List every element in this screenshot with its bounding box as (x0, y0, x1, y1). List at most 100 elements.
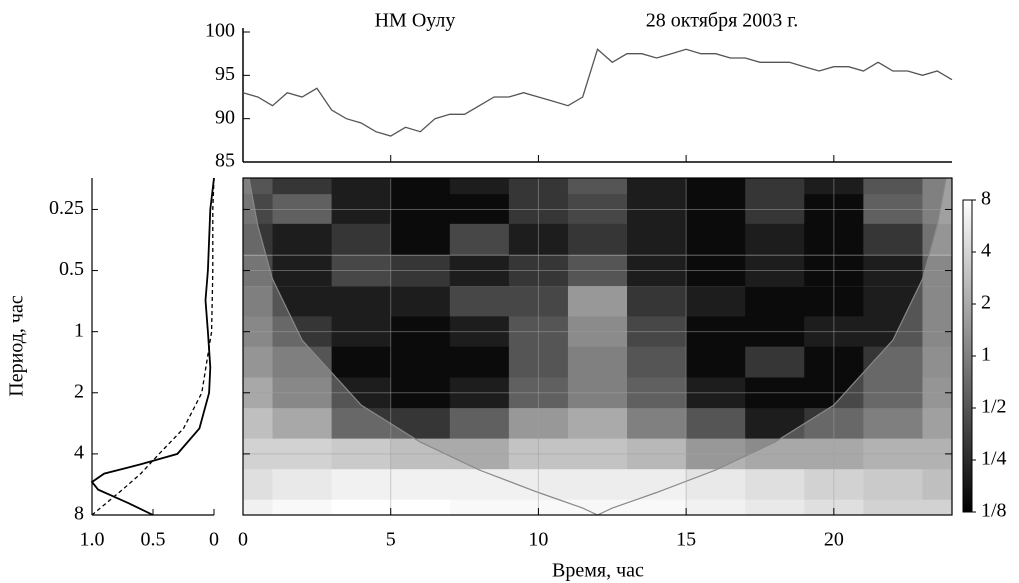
heat-cell (243, 286, 274, 318)
heat-cell (686, 469, 746, 501)
heat-cell (567, 408, 628, 440)
heat-cell (390, 469, 451, 501)
heat-cell (863, 408, 923, 440)
heat-cell (390, 408, 451, 440)
heat-cell (243, 178, 274, 197)
colorbar-tick-label: 2 (981, 292, 991, 314)
plot-frame (242, 177, 953, 516)
heat-cell (272, 408, 333, 440)
heat-cell (449, 469, 510, 501)
heat-cell (272, 499, 333, 515)
heat-cell (449, 408, 510, 440)
x-tick-label: 1.0 (80, 529, 105, 551)
heat-cell (627, 286, 687, 318)
heat-cell (331, 178, 392, 197)
heat-cell (686, 286, 746, 318)
colorbar-tick-label: 8 (981, 188, 991, 210)
heat-cell (863, 178, 923, 197)
heat-cell (745, 408, 805, 440)
y-tick-label: 85 (215, 150, 235, 172)
heat-cell (390, 178, 451, 197)
colorbar-tick-label: 1/2 (981, 396, 1007, 418)
heat-cell (272, 178, 333, 197)
x-tick-label: 20 (824, 529, 844, 551)
chart-title: НМ Оулу (375, 10, 456, 32)
heat-cell (627, 223, 687, 255)
heat-cell (922, 499, 952, 515)
heat-cell (745, 223, 805, 255)
x-tick-label: 0 (209, 529, 219, 551)
heat-cell (243, 469, 274, 501)
heat-cell (922, 408, 952, 440)
heat-cell (331, 499, 392, 515)
heat-cell (922, 223, 952, 255)
heat-cell (567, 346, 628, 378)
y-axis-label: Период, час (6, 295, 28, 397)
series-line (242, 48, 953, 137)
heat-cell (745, 178, 805, 197)
heat-cell (863, 286, 923, 318)
x-tick-label: 15 (676, 529, 696, 551)
y-tick-label: 2 (74, 380, 84, 402)
heat-cell (922, 178, 952, 197)
y-tick-label: 8 (74, 503, 84, 525)
y-tick-label: 1 (74, 319, 84, 341)
heat-cell (627, 178, 687, 197)
heat-cell (449, 223, 510, 255)
heat-cell (745, 499, 805, 515)
y-tick-label: 95 (215, 63, 235, 85)
heat-cell (390, 499, 451, 515)
heat-cell (567, 178, 628, 197)
heat-cell (449, 499, 510, 515)
heat-cell (567, 286, 628, 318)
heat-cell (390, 286, 451, 318)
heat-cell (331, 346, 392, 378)
heat-cell (745, 469, 805, 501)
coi-shade (243, 178, 952, 515)
heat-cell (243, 408, 274, 440)
heat-cell (745, 286, 805, 318)
heat-cell (272, 223, 333, 255)
heat-cell (243, 346, 274, 378)
x-tick-label: 10 (528, 529, 548, 551)
x-tick-label: 0.5 (141, 529, 166, 551)
heat-cell (243, 223, 274, 255)
heat-cell (863, 223, 923, 255)
heat-cell (390, 223, 451, 255)
heat-cell (922, 469, 952, 501)
y-tick-label: 4 (74, 441, 84, 463)
heat-cell (686, 408, 746, 440)
heat-cell (627, 499, 687, 515)
heat-cell (449, 286, 510, 318)
chart-subtitle: 28 октября 2003 г. (646, 10, 798, 32)
wavelet-spectrum (243, 178, 952, 515)
heat-cell (272, 469, 333, 501)
heat-cell (686, 499, 746, 515)
y-tick-label: 0.5 (59, 258, 84, 280)
colorbar-tick-label: 1 (981, 344, 991, 366)
y-tick-label: 90 (215, 106, 235, 128)
heat-cell (567, 469, 628, 501)
y-tick-label: 100 (205, 20, 235, 42)
heat-cell (567, 499, 628, 515)
heat-cell (449, 346, 510, 378)
heat-cell (922, 346, 952, 378)
spectrum-line (91, 177, 215, 516)
heat-cell (686, 223, 746, 255)
heat-cell (686, 346, 746, 378)
coi-line (248, 178, 947, 515)
heat-cell (331, 286, 392, 318)
heat-cell (863, 499, 923, 515)
heat-cell (627, 408, 687, 440)
heat-cell (272, 286, 333, 318)
y-tick-label: 0.25 (49, 197, 84, 219)
x-tick-label: 0 (238, 529, 248, 551)
heat-cell (922, 286, 952, 318)
colorbar-tick-label: 1/4 (981, 448, 1007, 470)
colorbar (962, 199, 973, 513)
spectrum-line (90, 177, 215, 516)
x-tick-label: 5 (386, 529, 396, 551)
heat-cell (745, 346, 805, 378)
